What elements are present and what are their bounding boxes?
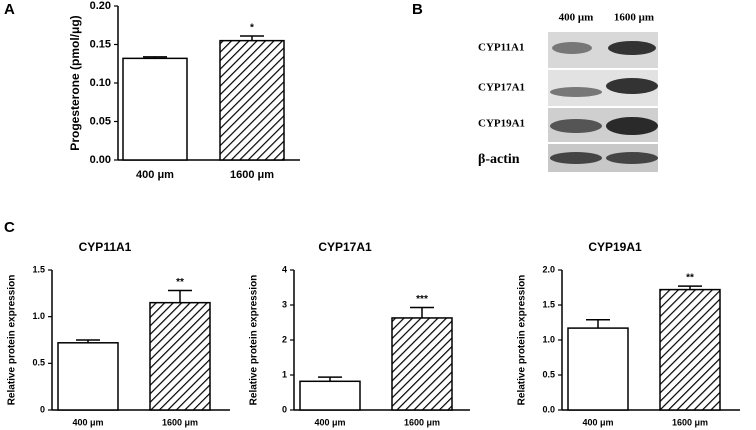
blot-row: CYP11A1 (478, 42, 524, 54)
x-tick-label: 400 μm (314, 417, 345, 427)
error-bar (318, 376, 342, 382)
x-tick-label: 400 μm (72, 417, 103, 427)
blot-row: CYP17A1 (478, 82, 525, 94)
bar (567, 327, 629, 411)
western-blot (548, 32, 658, 172)
y-tick-label: 0.10 (90, 77, 111, 89)
x-tick-label: 400 μm (136, 169, 174, 181)
y-tick-label: 1.5 (32, 264, 45, 274)
blot-column: 400 μm (559, 12, 594, 24)
error-bar (168, 289, 192, 303)
error-bar (240, 35, 264, 41)
panel-label: A (4, 1, 15, 18)
x-tick-label: 1600 μm (404, 417, 440, 427)
bar (391, 317, 453, 411)
y-tick-label: 1.5 (542, 299, 555, 309)
significance: *** (416, 294, 428, 305)
y-tick-label: 0.0 (542, 404, 555, 414)
y-tick-label: 0 (282, 404, 287, 414)
blot-row: CYP19A1 (478, 118, 525, 130)
chart-title: CYP19A1 (588, 240, 642, 254)
y-axis-label: Progesterone (pmol/μg) (68, 15, 82, 150)
y-axis-label: Relative protein expression (249, 275, 260, 406)
y-tick-label: 0.5 (542, 369, 555, 379)
y-tick-label: 0.20 (90, 0, 111, 12)
y-tick-label: 0.00 (90, 154, 111, 166)
chart-title: CYP11A1 (79, 240, 132, 254)
significance: * (250, 23, 254, 34)
y-tick-label: 0.05 (90, 115, 111, 127)
y-tick-label: 1 (282, 369, 287, 379)
bar (219, 39, 285, 161)
panel-label: B (412, 1, 423, 18)
x-tick-label: 1600 μm (672, 417, 708, 427)
y-tick-label: 4 (282, 264, 287, 274)
bar (659, 288, 721, 411)
y-tick-label: 0.15 (90, 38, 111, 50)
x-tick-label: 400 μm (582, 417, 613, 427)
significance: ** (686, 273, 694, 284)
y-axis-label: Relative protein expression (7, 275, 18, 406)
error-bar (678, 285, 702, 290)
error-bar (586, 318, 610, 329)
y-tick-label: 3 (282, 299, 287, 309)
bar (57, 342, 119, 411)
chart-title: CYP17A1 (318, 240, 372, 254)
x-tick-label: 1600 μm (162, 417, 198, 427)
error-bar (143, 56, 167, 59)
significance: ** (176, 277, 184, 288)
blot-column: 1600 μm (614, 12, 654, 24)
bar (149, 301, 211, 411)
error-bar (76, 339, 100, 343)
y-tick-label: 1.0 (32, 311, 45, 321)
y-tick-label: 2 (282, 334, 287, 344)
y-tick-label: 0 (40, 404, 45, 414)
y-tick-label: 0.5 (32, 358, 45, 368)
bar (122, 57, 188, 161)
y-axis-label: Relative protein expression (517, 275, 528, 406)
blot-row: β-actin (478, 152, 520, 167)
y-tick-label: 1.0 (542, 334, 555, 344)
y-tick-label: 2.0 (542, 264, 555, 274)
error-bar (410, 306, 434, 318)
panel-label: C (4, 219, 15, 236)
bar (299, 380, 361, 411)
x-tick-label: 1600 μm (230, 169, 274, 181)
